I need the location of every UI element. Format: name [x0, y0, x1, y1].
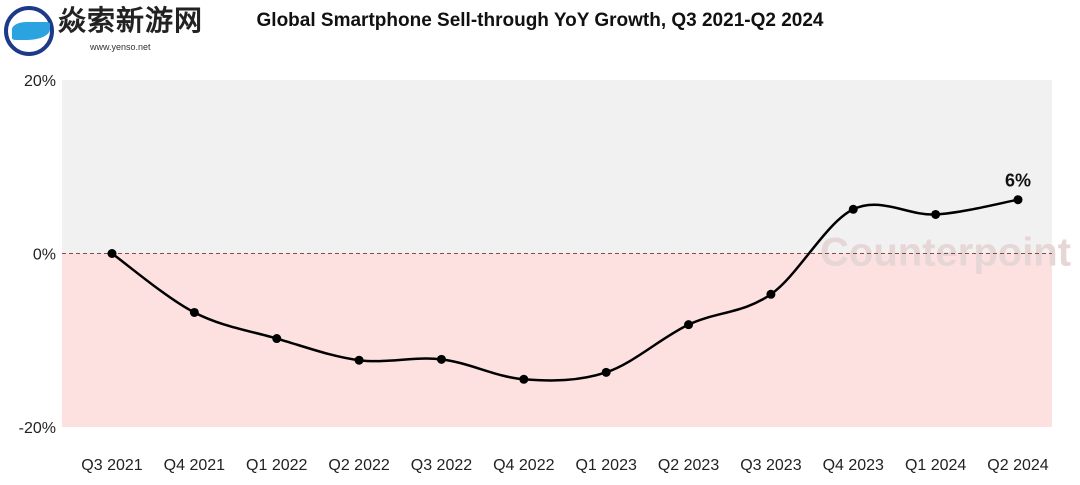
watermark-url: www.yenso.net [90, 42, 151, 52]
y-tick-label: 0% [33, 247, 56, 264]
data-point [1013, 195, 1023, 205]
watermark-logo-icon [4, 6, 54, 56]
counterpoint-watermark: Counterpoint [820, 231, 1071, 275]
data-point [272, 334, 282, 344]
x-tick-label: Q1 2024 [905, 457, 966, 474]
x-tick-label: Q3 2023 [740, 457, 801, 474]
x-tick-label: Q1 2022 [246, 457, 307, 474]
x-tick-label: Q2 2022 [328, 457, 389, 474]
data-point [189, 307, 199, 317]
y-tick-label: 20% [24, 73, 56, 90]
x-tick-label: Q1 2023 [575, 457, 636, 474]
positive-region [62, 80, 1052, 254]
x-tick-label: Q3 2022 [411, 457, 472, 474]
x-tick-label: Q4 2023 [823, 457, 884, 474]
data-point [931, 209, 941, 219]
y-tick-label: -20% [19, 420, 56, 437]
data-point [601, 367, 611, 377]
overlay-watermark: 焱索新游网 www.yenso.net [0, 2, 212, 64]
data-point [848, 204, 858, 214]
data-point [354, 355, 364, 365]
negative-region [62, 253, 1052, 427]
data-point [519, 374, 529, 384]
chart-title: Global Smartphone Sell-through YoY Growt… [256, 10, 824, 31]
data-label: 6% [1005, 171, 1031, 191]
data-point [107, 249, 117, 258]
x-tick-label: Q3 2021 [81, 457, 142, 474]
watermark-text: 焱索新游网 [58, 4, 204, 37]
x-tick-label: Q2 2024 [987, 457, 1048, 474]
x-tick-label: Q4 2022 [493, 457, 554, 474]
data-point [684, 320, 694, 330]
x-tick-label: Q2 2023 [658, 457, 719, 474]
x-tick-label: Q4 2021 [164, 457, 225, 474]
data-point [436, 354, 446, 364]
data-point [766, 289, 776, 299]
watermark-wave-icon [12, 22, 50, 40]
